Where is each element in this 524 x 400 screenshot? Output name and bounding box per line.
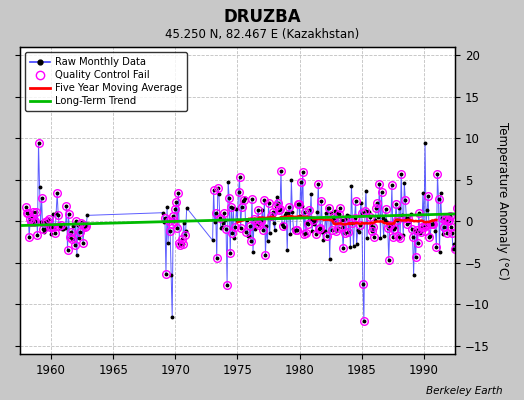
Text: Berkeley Earth: Berkeley Earth: [427, 386, 503, 396]
Legend: Raw Monthly Data, Quality Control Fail, Five Year Moving Average, Long-Term Tren: Raw Monthly Data, Quality Control Fail, …: [25, 52, 187, 111]
Text: DRUZBA: DRUZBA: [223, 8, 301, 26]
Y-axis label: Temperature Anomaly (°C): Temperature Anomaly (°C): [496, 122, 509, 280]
Text: 45.250 N, 82.467 E (Kazakhstan): 45.250 N, 82.467 E (Kazakhstan): [165, 28, 359, 41]
